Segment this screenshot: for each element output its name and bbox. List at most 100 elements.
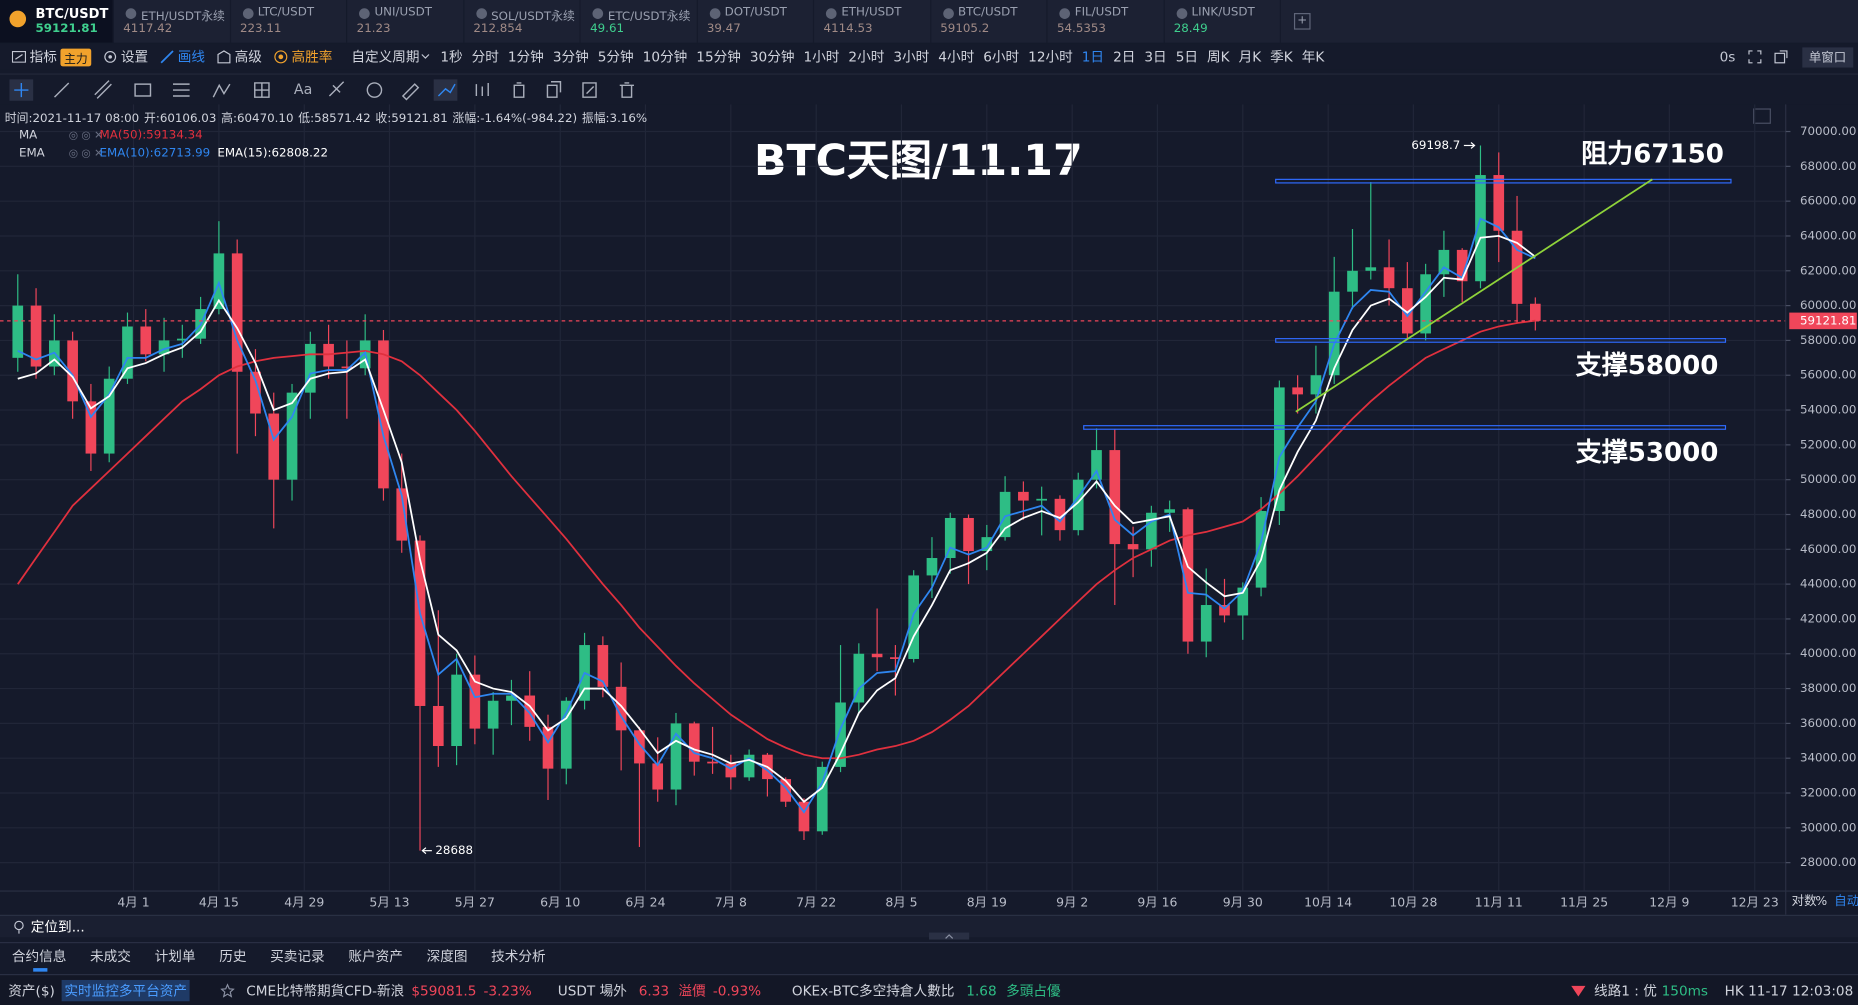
level-line (1275, 178, 1732, 184)
locate-bar: 定位到... (0, 914, 1858, 940)
period-option[interactable]: 30分钟 (749, 48, 795, 66)
add-tab-button[interactable]: + (1293, 13, 1311, 30)
period-option[interactable]: 12小时 (1028, 48, 1073, 66)
period-option[interactable]: 5日 (1175, 48, 1199, 66)
indicator-button[interactable]: 指标 主力 (11, 47, 92, 66)
period-option[interactable]: 2日 (1113, 48, 1136, 66)
symbol-tab[interactable]: LTC/USDT 223.11 (230, 0, 348, 43)
period-option[interactable]: 1日 (1081, 48, 1105, 66)
brush-tool[interactable] (328, 81, 345, 97)
candle-body (231, 253, 243, 372)
scale-option[interactable]: 对数 (1792, 893, 1817, 908)
symbol-tab[interactable]: BTC/USDT 59121.81 (0, 0, 114, 43)
bottom-tab[interactable]: 计划单 (154, 947, 196, 965)
trend-tool[interactable] (437, 83, 456, 97)
edit-tool[interactable] (582, 82, 597, 98)
period-option[interactable]: 6小时 (983, 48, 1020, 66)
winrate-button[interactable]: 高胜率 (274, 47, 332, 66)
period-option[interactable]: 1秒 (440, 48, 463, 66)
period-option[interactable]: 3小时 (893, 48, 930, 66)
fib-tool[interactable] (173, 83, 190, 97)
text-tool[interactable]: Aa (294, 82, 312, 98)
symbol-tab[interactable]: UNI/USDT 21.23 (347, 0, 464, 43)
okex-ratio: 1.68 (966, 982, 997, 999)
y-tick-label: 56000.00 (1800, 368, 1856, 382)
line-tool[interactable] (54, 82, 70, 98)
symbol-tab[interactable]: DOT/USDT 39.47 (697, 0, 815, 43)
delete-tool[interactable] (619, 82, 634, 98)
draw-button[interactable]: 画线 (160, 47, 205, 66)
candle-body (1456, 249, 1468, 282)
period-option[interactable]: 2小时 (848, 48, 885, 66)
symbol-tab[interactable]: LINK/USDT 28.49 (1164, 0, 1281, 43)
crosshair-tool[interactable] (14, 82, 29, 98)
fullscreen-icon[interactable] (1747, 50, 1761, 64)
locate-button[interactable]: 定位到... (30, 918, 85, 935)
channel-tool[interactable] (94, 80, 112, 99)
lock-tool[interactable] (513, 82, 525, 98)
bottom-tab[interactable]: 未成交 (90, 947, 131, 965)
period-option[interactable]: 1分钟 (507, 48, 544, 66)
symbol-price: 54.5353 (1056, 22, 1106, 36)
period-option[interactable]: 5分钟 (597, 48, 634, 66)
symbol-tab[interactable]: FIL/USDT 54.5353 (1047, 0, 1165, 43)
label: 设置 (120, 48, 149, 66)
wave-tool[interactable] (212, 83, 231, 98)
y-tick-label: 38000.00 (1800, 681, 1856, 695)
magnet-tool[interactable] (366, 82, 383, 98)
scale-option[interactable]: 自动 (1834, 893, 1858, 908)
y-tick-label: 40000.00 (1800, 646, 1856, 660)
eraser-tool[interactable] (401, 83, 420, 101)
route[interactable]: 线路1 : 优 (1594, 982, 1657, 999)
candle-body (688, 723, 700, 762)
bottom-tab[interactable]: 账户资产 (348, 947, 403, 965)
symbol-name: LINK/USDT (1191, 5, 1255, 19)
bottom-tab[interactable]: 技术分析 (491, 947, 546, 965)
rect-tool[interactable] (134, 83, 152, 97)
legend-group: MA (18, 129, 38, 143)
candle-body (1347, 270, 1358, 292)
candle-body (1328, 291, 1340, 376)
bottom-tab[interactable]: 历史 (219, 947, 247, 965)
chart-settings-icon[interactable] (1753, 108, 1771, 124)
symbol-price: 212.854 (473, 22, 523, 36)
symbol-tab[interactable]: ETH/USDT永续 4117.42 (114, 0, 231, 43)
collapse-handle[interactable] (929, 932, 970, 940)
period-option[interactable]: 10分钟 (642, 48, 688, 66)
window-select[interactable]: 单窗口 (1801, 46, 1854, 67)
symbol-price: 28.49 (1173, 22, 1208, 36)
custom-period-button[interactable]: 自定义周期 (351, 47, 431, 66)
symbol-tab[interactable]: BTC/USDT 59105.2 (931, 0, 1048, 43)
x-tick-label: 11月 11 (1475, 894, 1523, 909)
period-option[interactable]: 1小时 (803, 48, 840, 66)
star-icon[interactable] (220, 983, 235, 998)
candle-body (1182, 509, 1194, 642)
y-tick-label: 64000.00 (1800, 228, 1856, 242)
measure-tool[interactable] (254, 82, 270, 98)
scale-option[interactable]: % (1815, 893, 1827, 908)
period-option[interactable]: 周K (1207, 48, 1230, 66)
advanced-button[interactable]: 高级 (217, 47, 262, 66)
period-option[interactable]: 月K (1238, 48, 1262, 66)
period-option[interactable]: 季K (1270, 48, 1293, 66)
bottom-tabs: 合约信息 未成交 计划单 历史 买卖记录 账户资产 深度图 技术分析 (0, 942, 1858, 972)
period-option[interactable]: 4小时 (938, 48, 975, 66)
symbol-name: BTC/USDT (958, 5, 1018, 19)
bottom-tab[interactable]: 合约信息 (12, 943, 66, 972)
copy-tool[interactable] (546, 81, 562, 98)
bars-tool[interactable] (475, 82, 489, 96)
symbol-tab[interactable]: ETC/USDT永续 49.61 (581, 0, 698, 43)
bottom-tab[interactable]: 深度图 (426, 947, 468, 965)
popout-icon[interactable] (1773, 50, 1787, 64)
monitor-link[interactable]: 实时监控多平台资产 (61, 979, 190, 1002)
period-option[interactable]: 3分钟 (552, 48, 589, 66)
period-option[interactable]: 3日 (1144, 48, 1167, 66)
period-option[interactable]: 分时 (471, 48, 499, 66)
period-option[interactable]: 年K (1301, 48, 1325, 66)
cme-price: $59081.5 (411, 982, 477, 999)
symbol-tab[interactable]: ETH/USDT 4114.53 (814, 0, 931, 43)
settings-button[interactable]: 设置 (103, 47, 148, 66)
symbol-tab[interactable]: SOL/USDT永续 212.854 (464, 0, 581, 43)
bottom-tab[interactable]: 买卖记录 (270, 947, 325, 965)
period-option[interactable]: 15分钟 (696, 48, 741, 66)
